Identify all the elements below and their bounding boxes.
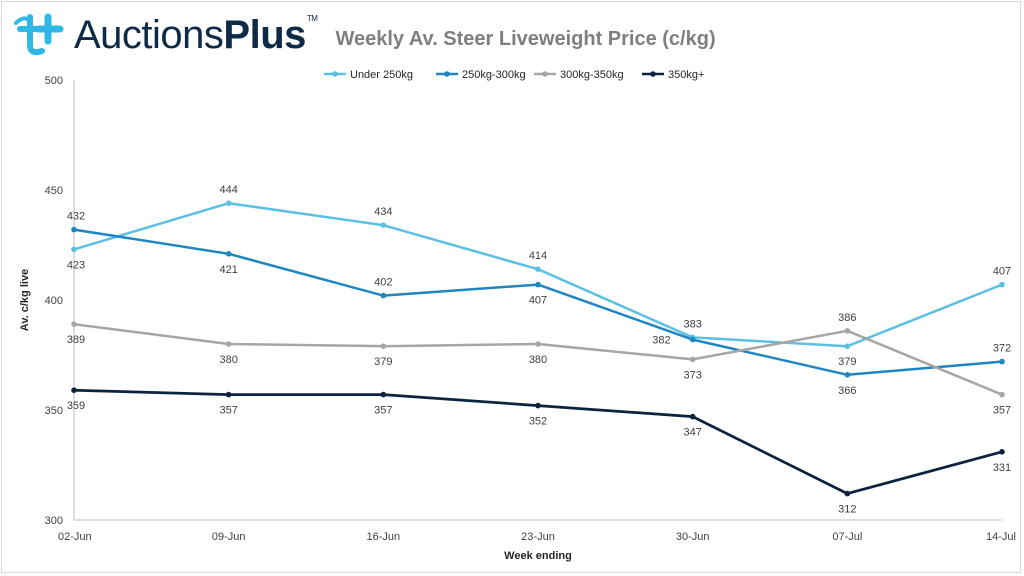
data-point bbox=[689, 413, 696, 420]
data-label: 352 bbox=[529, 416, 547, 428]
x-axis-ticks: 02-Jun 09-Jun 16-Jun 23-Jun 30-Jun 07-Jul 14-J… bbox=[58, 531, 1016, 543]
data-point bbox=[380, 222, 387, 228]
y-axis-ticks: 300 350 400 450 500 bbox=[45, 75, 63, 527]
data-point bbox=[535, 402, 541, 409]
x-tick-label: 16-Jun bbox=[367, 531, 401, 543]
y-tick-label: 350 bbox=[45, 405, 63, 417]
data-label: 383 bbox=[683, 318, 701, 330]
data-label: 386 bbox=[838, 312, 856, 324]
chart-title: Weekly Av. Steer Liveweight Price (c/kg) bbox=[335, 27, 716, 50]
data-label: 382 bbox=[652, 335, 670, 347]
data-label: 402 bbox=[374, 277, 392, 289]
data-label: 357 bbox=[993, 405, 1011, 417]
data-point bbox=[380, 391, 387, 398]
data-label: 423 bbox=[67, 259, 85, 271]
series-line bbox=[73, 201, 1003, 348]
legend-marker bbox=[444, 71, 450, 77]
x-tick-label: 23-Jun bbox=[521, 531, 555, 543]
data-point bbox=[535, 341, 541, 347]
data-label: 389 bbox=[67, 334, 85, 346]
data-label: 414 bbox=[529, 250, 547, 262]
legend: Under 250kg 250kg-300kg 300kg-350kg 350kg+ bbox=[324, 69, 704, 81]
data-point bbox=[225, 200, 232, 206]
legend-marker bbox=[332, 71, 338, 77]
data-label: 331 bbox=[993, 462, 1011, 474]
data-label: 379 bbox=[838, 356, 856, 368]
data-label: 421 bbox=[219, 264, 237, 276]
x-tick-label: 30-Jun bbox=[676, 531, 710, 543]
data-point bbox=[535, 281, 541, 288]
brand-name: AuctionsPlusTM bbox=[74, 13, 318, 57]
data-label: 407 bbox=[993, 266, 1011, 278]
x-tick-label: 09-Jun bbox=[212, 531, 246, 543]
auctionsplus-logo-icon bbox=[14, 13, 64, 56]
legend-marker bbox=[542, 71, 548, 77]
data-label: 373 bbox=[683, 369, 701, 381]
header: AuctionsPlusTM Weekly Av. Steer Liveweig… bbox=[10, 10, 716, 60]
data-label: 380 bbox=[529, 354, 547, 366]
data-point bbox=[225, 391, 232, 398]
data-point bbox=[380, 292, 387, 299]
data-label: 380 bbox=[219, 354, 237, 366]
data-label: 444 bbox=[219, 184, 237, 196]
data-point bbox=[844, 490, 851, 497]
data-point bbox=[689, 336, 696, 343]
data-label: 434 bbox=[374, 206, 392, 218]
legend-label: 350kg+ bbox=[668, 69, 704, 81]
data-label: 372 bbox=[993, 343, 1011, 355]
series-layer bbox=[71, 200, 1005, 497]
data-point bbox=[380, 343, 387, 350]
data-labels: 423 444 434 414 383 379 407 432 421 402 407 382 366 3… bbox=[67, 184, 1011, 515]
y-axis-title: Av. c/kg live bbox=[19, 269, 31, 331]
data-point bbox=[71, 387, 77, 394]
data-point bbox=[844, 372, 851, 378]
legend-label: Under 250kg bbox=[350, 69, 413, 81]
data-point bbox=[999, 281, 1005, 288]
y-tick-label: 450 bbox=[45, 185, 63, 197]
x-tick-label: 07-Jul bbox=[832, 531, 862, 543]
legend-label: 250kg-300kg bbox=[462, 69, 526, 81]
data-point bbox=[999, 358, 1005, 365]
data-label: 312 bbox=[838, 504, 856, 516]
data-point bbox=[225, 341, 232, 347]
x-tick-label: 02-Jun bbox=[58, 531, 92, 543]
data-point bbox=[71, 321, 77, 328]
x-axis-title: Week ending bbox=[504, 550, 572, 562]
y-tick-label: 400 bbox=[45, 295, 63, 307]
brand-name-light: Auctions bbox=[74, 13, 224, 57]
data-point bbox=[689, 356, 696, 363]
y-tick-label: 500 bbox=[45, 75, 63, 87]
data-point bbox=[535, 266, 541, 273]
data-point bbox=[999, 391, 1005, 398]
data-label: 432 bbox=[67, 211, 85, 223]
legend-marker bbox=[650, 71, 656, 77]
data-point bbox=[844, 343, 851, 350]
data-label: 407 bbox=[529, 295, 547, 307]
data-point bbox=[225, 251, 232, 257]
data-label: 357 bbox=[219, 405, 237, 417]
legend-label: 300kg-350kg bbox=[560, 69, 624, 81]
data-label: 357 bbox=[374, 405, 392, 417]
data-point bbox=[71, 246, 77, 253]
data-label: 366 bbox=[838, 385, 856, 397]
data-point bbox=[71, 226, 77, 233]
data-label: 359 bbox=[67, 400, 85, 412]
x-tick-label: 14-Jul bbox=[986, 531, 1016, 543]
data-point bbox=[844, 328, 851, 334]
data-point bbox=[999, 449, 1005, 455]
trademark: TM bbox=[306, 14, 318, 23]
brand-name-bold: Plus bbox=[223, 13, 306, 57]
data-label: 379 bbox=[374, 356, 392, 368]
data-label: 347 bbox=[683, 427, 701, 439]
y-tick-label: 300 bbox=[45, 515, 63, 527]
